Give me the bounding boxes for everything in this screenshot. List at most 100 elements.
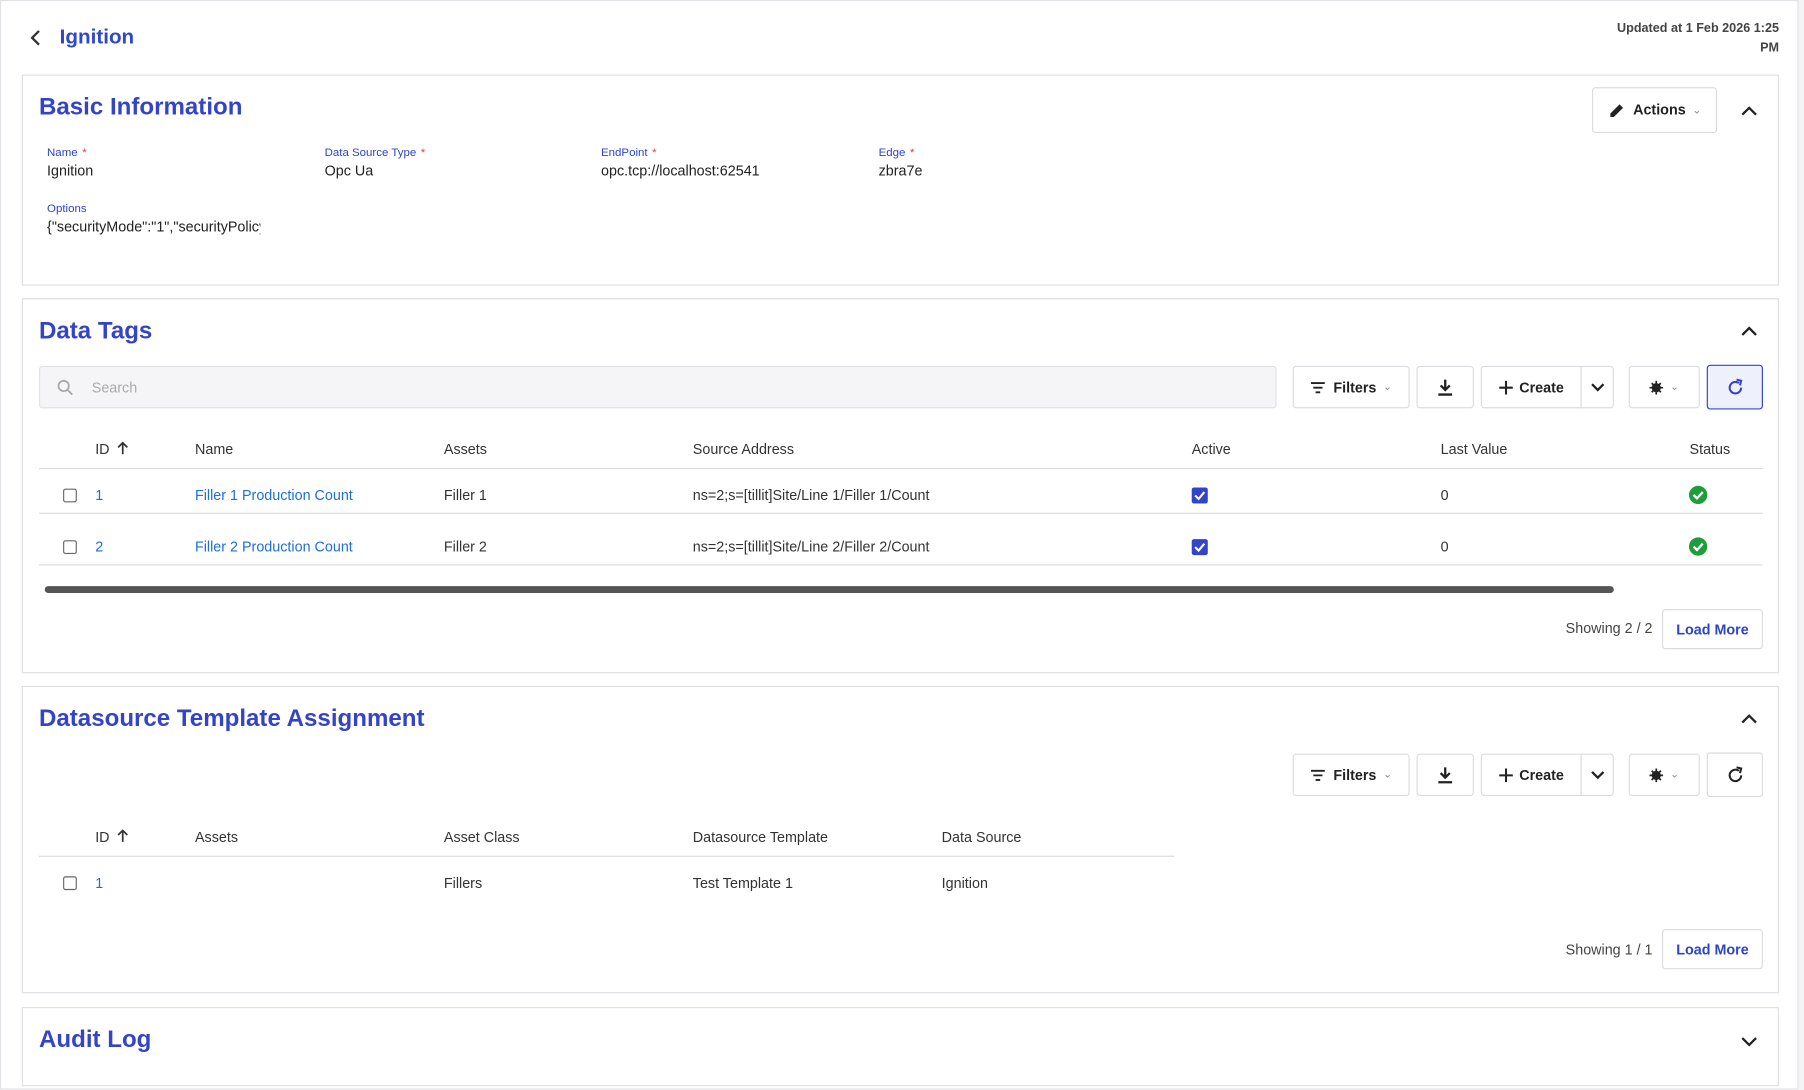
required-mark: *: [82, 146, 87, 160]
column-header[interactable]: Assets: [443, 441, 487, 458]
field-value: Ignition: [47, 162, 94, 179]
cell: 0: [1440, 487, 1449, 504]
filters-label: Filters: [1333, 766, 1377, 783]
create-dropdown[interactable]: [1580, 753, 1614, 797]
cell: Ignition: [941, 875, 988, 892]
section-title: Data Tags: [38, 317, 153, 345]
column-header[interactable]: Status: [1689, 441, 1731, 458]
row-divider: [38, 512, 1763, 514]
status-ok: [1688, 537, 1708, 556]
column-header[interactable]: Name: [194, 441, 234, 458]
plus-icon: [1498, 380, 1513, 394]
filter-icon: [1311, 769, 1326, 781]
section-title: Datasource Template Assignment: [38, 705, 425, 732]
refresh-button[interactable]: [1706, 364, 1763, 410]
column-header[interactable]: ID: [95, 441, 129, 458]
create-label: Create: [1519, 766, 1564, 783]
active-checkbox[interactable]: [1191, 487, 1208, 504]
search-input[interactable]: Search: [38, 365, 1277, 409]
search-placeholder: Search: [91, 379, 138, 396]
updated-time: Updated at 1 Feb 2026 1:25 PM: [1617, 21, 1779, 56]
field-value: {"securityMode":"1","securityPolicy":"No…: [47, 219, 260, 236]
required-mark: *: [909, 146, 915, 160]
refresh-icon: [1728, 765, 1742, 782]
caret: ⌄: [1383, 380, 1392, 393]
audit-log-card: Audit Log: [21, 1007, 1779, 1087]
actions-button[interactable]: Actions ⌄: [1592, 87, 1718, 134]
actions-label: Actions: [1633, 102, 1686, 119]
cell: 0: [1440, 539, 1449, 556]
expand-toggle[interactable]: [1737, 1029, 1762, 1054]
required-mark: *: [420, 146, 426, 160]
filters-button[interactable]: Filters ⌄: [1292, 753, 1410, 797]
status-icon: [1688, 485, 1708, 510]
download-icon: [1438, 766, 1453, 783]
column-header[interactable]: Last Value: [1440, 441, 1508, 458]
cell: Fillers: [443, 875, 483, 892]
cell[interactable]: Filler 2 Production Count: [194, 539, 353, 556]
settings-button[interactable]: ⌄: [1628, 365, 1700, 409]
row-divider: [38, 564, 1763, 566]
field-label: Name *: [47, 146, 87, 160]
row-checkbox[interactable]: [63, 488, 77, 503]
field-value: Opc Ua: [324, 162, 374, 179]
column-header[interactable]: ID: [95, 829, 129, 845]
caret: ⌄: [1383, 768, 1392, 780]
sort-icon: [116, 441, 128, 455]
column-header[interactable]: Asset Class: [443, 829, 520, 846]
cell[interactable]: 1: [95, 875, 104, 892]
cell[interactable]: 1: [95, 487, 104, 504]
data-tags-card: Data Tags Search Filters ⌄ Create ⌄ ID Name A…: [21, 298, 1779, 674]
row-checkbox[interactable]: [63, 540, 77, 555]
load-more-button[interactable]: Load More: [1662, 609, 1763, 650]
plus-icon: [1498, 767, 1513, 782]
cell[interactable]: Filler 1 Production Count: [194, 487, 353, 504]
field-value: opc.tcp://localhost:62541: [601, 162, 760, 179]
cell: Test Template 1: [692, 875, 793, 892]
column-header[interactable]: Source Address: [692, 441, 795, 458]
create-dropdown[interactable]: [1580, 365, 1614, 409]
page-title: Ignition: [59, 25, 135, 49]
back-button[interactable]: [26, 29, 44, 47]
column-header[interactable]: Assets: [194, 829, 239, 846]
collapse-toggle[interactable]: [1737, 99, 1762, 124]
create-label: Create: [1519, 379, 1564, 396]
showing-count: Showing 1 / 1: [1565, 941, 1653, 958]
collapse-toggle[interactable]: [1737, 319, 1762, 344]
row-checkbox[interactable]: [63, 876, 77, 891]
cell: ns=2;s=[tillit]Site/Line 2/Filler 2/Coun…: [692, 539, 930, 556]
filter-icon: [1311, 381, 1326, 393]
field-label: Options: [47, 203, 87, 216]
status-ok: [1688, 485, 1708, 505]
refresh-icon: [1728, 378, 1742, 394]
download-button[interactable]: [1416, 365, 1474, 409]
status-icon: [1688, 537, 1708, 562]
column-header[interactable]: Active: [1191, 441, 1231, 458]
scrollbar[interactable]: [44, 586, 1614, 593]
gear-icon: [1649, 380, 1664, 394]
filters-button[interactable]: Filters ⌄: [1292, 365, 1410, 409]
cell[interactable]: 2: [95, 539, 104, 556]
header-divider: [38, 855, 1175, 857]
field-label: Edge *: [878, 146, 915, 160]
settings-button[interactable]: ⌄: [1628, 753, 1700, 797]
download-icon: [1438, 379, 1453, 396]
sort-icon: [116, 829, 128, 842]
active-checkbox[interactable]: [1191, 539, 1208, 556]
create-button[interactable]: Create: [1480, 753, 1582, 797]
collapse-toggle[interactable]: [1737, 707, 1762, 732]
download-button[interactable]: [1416, 753, 1474, 797]
gear-icon: [1649, 767, 1664, 782]
column-header[interactable]: Datasource Template: [692, 829, 829, 846]
refresh-button[interactable]: [1706, 752, 1763, 798]
create-button[interactable]: Create: [1480, 365, 1582, 409]
column-header[interactable]: Data Source: [941, 829, 1022, 846]
check: [1194, 491, 1206, 501]
section-title: Basic Information: [38, 94, 243, 121]
basic-info-card: Basic Information Actions ⌄ Name * Ignition…: [21, 74, 1779, 286]
load-more-button[interactable]: Load More: [1662, 929, 1763, 970]
cell: Filler 1: [443, 487, 487, 504]
section-title: Audit Log: [38, 1026, 152, 1053]
filters-label: Filters: [1333, 379, 1377, 396]
